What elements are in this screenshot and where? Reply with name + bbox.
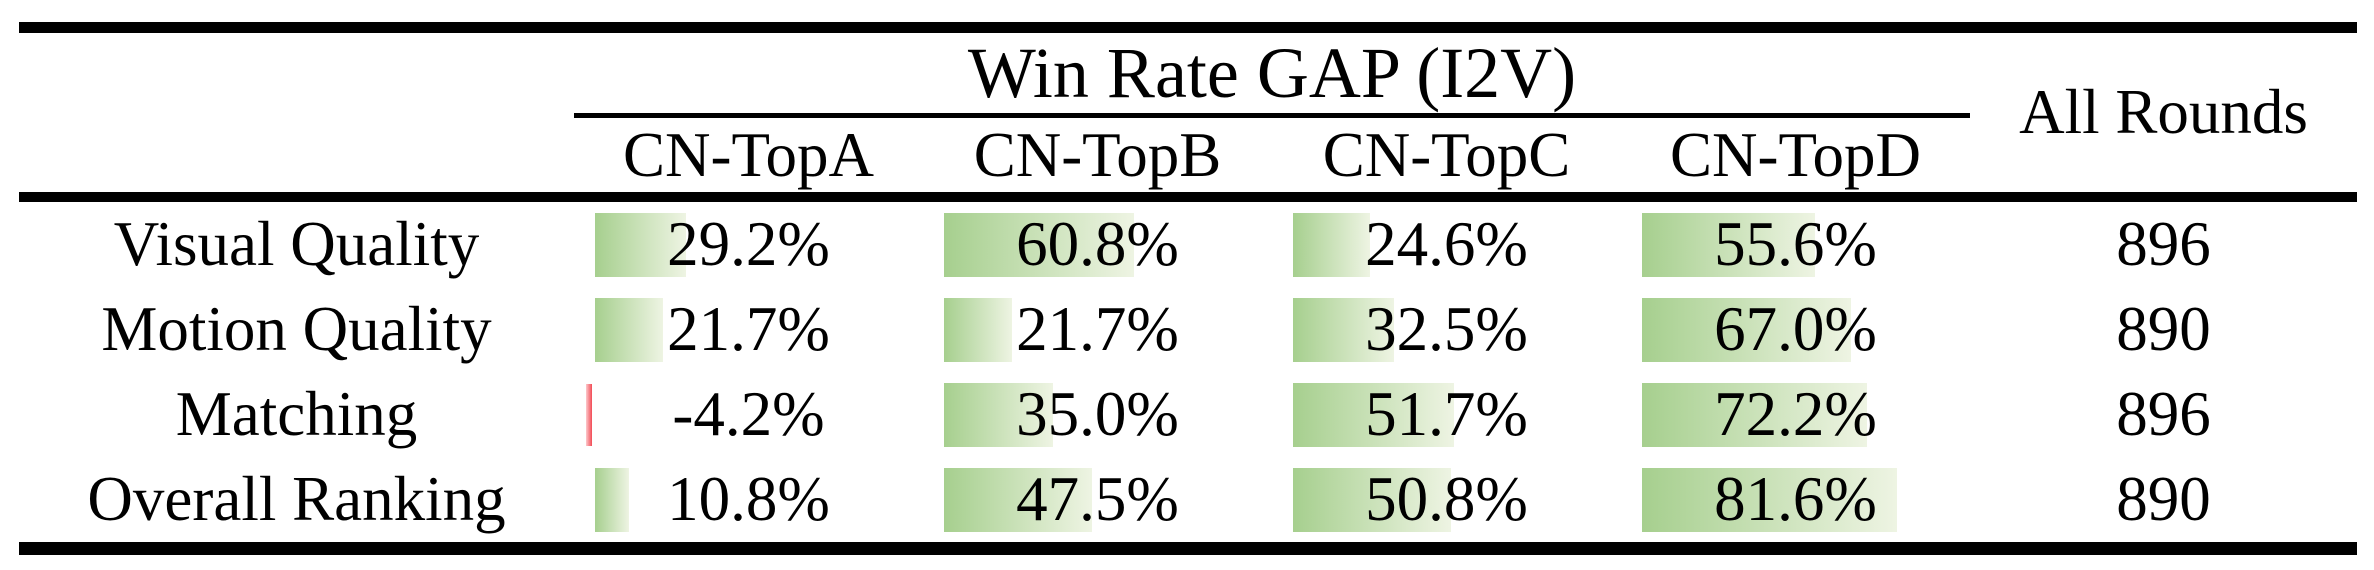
row-label: Visual Quality xyxy=(113,209,480,279)
table-mid-rule xyxy=(19,192,2357,202)
group-header-label: Win Rate GAP (I2V) xyxy=(967,33,1577,113)
cell-value: 55.6% xyxy=(1714,209,1877,279)
table-cell: 81.6% xyxy=(1621,457,1970,542)
group-header-win-rate-gap: Win Rate GAP (I2V) xyxy=(574,33,1970,118)
data-bar xyxy=(1293,467,1451,532)
cell-value: 81.6% xyxy=(1714,464,1877,534)
rounds-value: 896 xyxy=(2116,379,2211,449)
data-bar xyxy=(1642,212,1815,277)
cell-value: 21.7% xyxy=(667,294,830,364)
data-bar xyxy=(1293,297,1394,362)
table-top-rule xyxy=(19,22,2357,33)
data-bar xyxy=(944,297,1012,362)
table-cell: 67.0% xyxy=(1621,287,1970,372)
table-cell: 29.2% xyxy=(574,202,923,287)
win-rate-table: Win Rate GAP (I2V) All Rounds CN-TopA CN… xyxy=(19,22,2357,555)
all-rounds-label: All Rounds xyxy=(2019,77,2308,147)
table-cell: 60.8% xyxy=(923,202,1272,287)
table-cell: 21.7% xyxy=(923,287,1272,372)
cell-value: 29.2% xyxy=(667,209,830,279)
table-cell: 55.6% xyxy=(1621,202,1970,287)
data-bar xyxy=(1293,382,1454,447)
row-label-overall-ranking: Overall Ranking xyxy=(19,457,574,542)
table-cell: 10.8% xyxy=(574,457,923,542)
sub-header-row: CN-TopA CN-TopB CN-TopC CN-TopD xyxy=(574,118,1970,192)
table-cell: 21.7% xyxy=(574,287,923,372)
row-label-visual-quality: Visual Quality xyxy=(19,202,574,287)
table-header: Win Rate GAP (I2V) All Rounds CN-TopA CN… xyxy=(19,33,2357,192)
cell-value: -4.2% xyxy=(672,379,825,449)
data-bar xyxy=(1642,382,1867,447)
row-label-motion-quality: Motion Quality xyxy=(19,287,574,372)
data-bar xyxy=(944,382,1053,447)
column-header-cn-topa: CN-TopA xyxy=(622,119,875,190)
data-bar xyxy=(1642,297,1851,362)
table-cell: 35.0% xyxy=(923,372,1272,457)
table-cell: 50.8% xyxy=(1272,457,1621,542)
table-cell: 51.7% xyxy=(1272,372,1621,457)
row-label-matching: Matching xyxy=(19,372,574,457)
rounds-value: 896 xyxy=(2116,209,2211,279)
cell-value: 10.8% xyxy=(667,464,830,534)
cell-value: 67.0% xyxy=(1714,294,1877,364)
data-bar xyxy=(1642,467,1897,532)
rounds-value: 890 xyxy=(2116,294,2211,364)
table-cell: -4.2% xyxy=(574,372,923,457)
data-bar xyxy=(595,212,686,277)
cell-value: 47.5% xyxy=(1016,464,1179,534)
data-bar xyxy=(944,212,1134,277)
table-body: Visual Quality 29.2% 60.8% 24.6% 55.6% 8… xyxy=(19,202,2357,542)
rounds-cell: 896 xyxy=(1970,202,2357,287)
rounds-value: 890 xyxy=(2116,464,2211,534)
row-label: Motion Quality xyxy=(101,294,492,364)
data-bar xyxy=(1293,212,1370,277)
table-bottom-rule xyxy=(19,542,2357,555)
cell-value: 60.8% xyxy=(1016,209,1179,279)
row-label: Matching xyxy=(175,379,418,449)
column-header-cn-topd: CN-TopD xyxy=(1669,119,1922,190)
cell-value: 24.6% xyxy=(1365,209,1528,279)
cell-value: 51.7% xyxy=(1365,379,1528,449)
table-cell: 32.5% xyxy=(1272,287,1621,372)
rounds-cell: 890 xyxy=(1970,287,2357,372)
data-bar xyxy=(595,467,629,532)
data-bar xyxy=(944,467,1092,532)
table-cell: 24.6% xyxy=(1272,202,1621,287)
cell-value: 21.7% xyxy=(1016,294,1179,364)
cell-value: 72.2% xyxy=(1714,379,1877,449)
cell-value: 32.5% xyxy=(1365,294,1528,364)
row-label: Overall Ranking xyxy=(87,464,506,534)
rounds-cell: 890 xyxy=(1970,457,2357,542)
column-header-all-rounds: All Rounds xyxy=(1970,33,2357,192)
cell-value: 50.8% xyxy=(1365,464,1528,534)
data-bar xyxy=(595,297,663,362)
column-header-cn-topb: CN-TopB xyxy=(973,119,1222,190)
table-cell: 47.5% xyxy=(923,457,1272,542)
rounds-cell: 896 xyxy=(1970,372,2357,457)
data-bar-negative xyxy=(586,383,592,446)
column-header-cn-topc: CN-TopC xyxy=(1322,119,1571,190)
cell-value: 35.0% xyxy=(1016,379,1179,449)
table-cell: 72.2% xyxy=(1621,372,1970,457)
